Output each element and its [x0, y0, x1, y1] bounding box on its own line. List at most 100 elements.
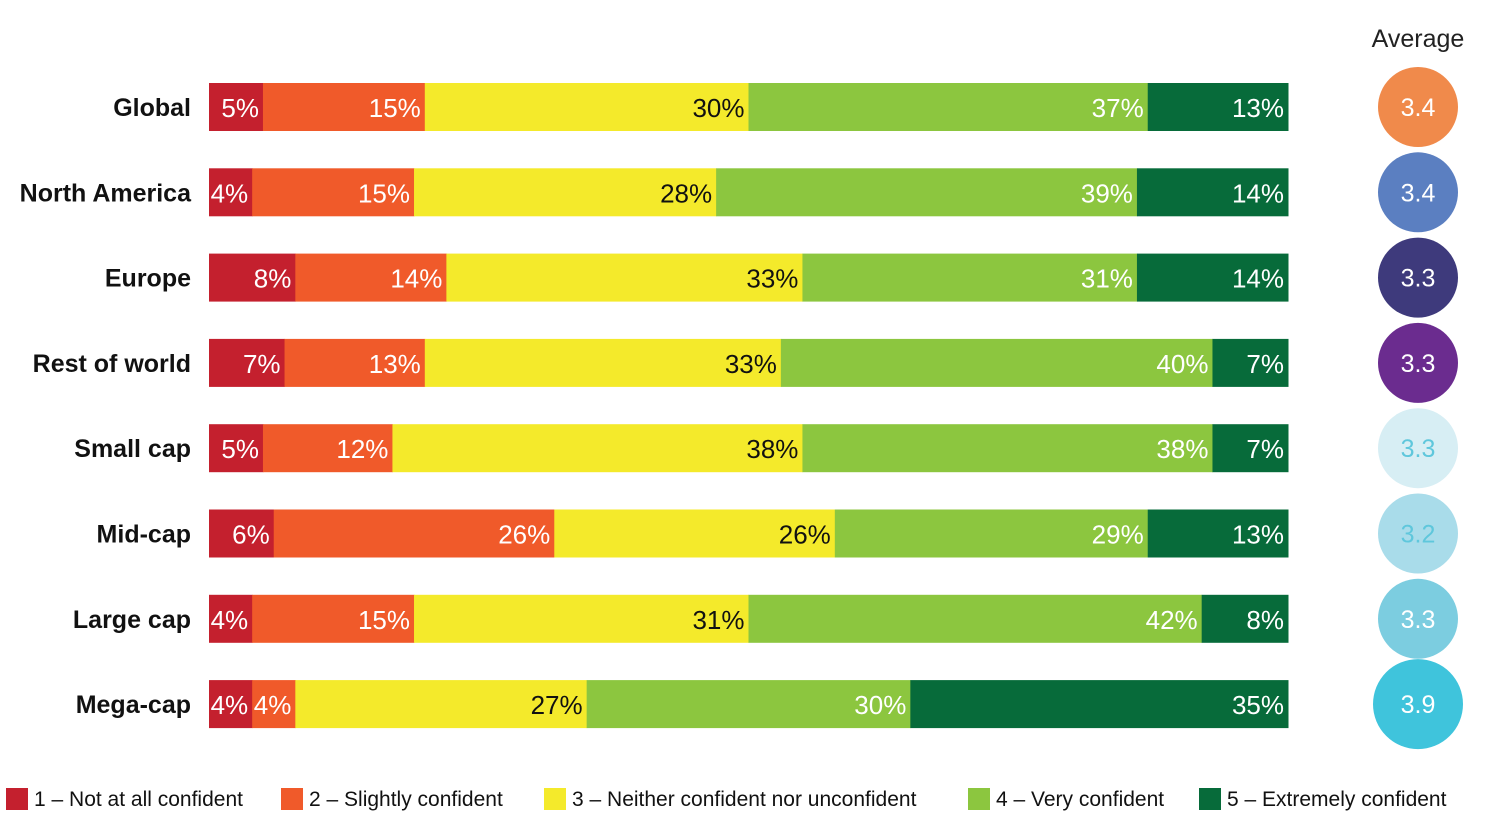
bar-segment — [424, 83, 749, 131]
average-value: 3.4 — [1401, 94, 1436, 122]
legend-item: 1 – Not at all confident — [6, 788, 243, 811]
data-label: 4% — [211, 178, 249, 208]
bar-segment — [252, 594, 415, 643]
data-label: 31% — [1081, 264, 1133, 294]
data-label: 14% — [390, 264, 442, 294]
data-label: 4% — [254, 690, 292, 720]
category-label: North America — [20, 179, 192, 207]
bar-row: Mega-cap 4% 4% 27% 30% 35% — [76, 680, 1289, 729]
bar-segment — [748, 83, 1149, 131]
legend-label: 1 – Not at all confident — [34, 788, 243, 811]
bar-segment — [209, 509, 275, 558]
data-label: 13% — [1232, 520, 1284, 550]
bar-segment — [554, 509, 836, 558]
legend-swatch — [281, 788, 303, 810]
bar-segment — [262, 83, 426, 131]
bar-segment — [295, 680, 588, 729]
legend-label: 3 – Neither confident nor unconfident — [572, 788, 917, 811]
data-label: 33% — [746, 264, 798, 294]
category-label: Mega-cap — [76, 691, 191, 719]
bar-segment — [446, 253, 803, 302]
bar-segment — [209, 424, 264, 473]
bar-segment — [209, 253, 296, 302]
bar-segment — [414, 168, 717, 217]
bar-segment — [284, 338, 426, 387]
bar-segment — [834, 509, 1149, 558]
data-label: 12% — [336, 434, 388, 464]
average-value: 3.2 — [1401, 521, 1436, 549]
legend-label: 4 – Very confident — [996, 788, 1164, 811]
legend-item: 2 – Slightly confident — [281, 788, 503, 811]
bar-segment — [1147, 83, 1289, 131]
data-label: 5% — [221, 93, 259, 123]
bar-segment — [716, 168, 1138, 217]
bar-segment — [802, 424, 1213, 473]
data-label: 35% — [1232, 690, 1284, 720]
data-label: 29% — [1092, 520, 1144, 550]
bar-segment — [209, 83, 264, 131]
bar-row: Small cap 5% 12% 38% 38% 7% — [74, 424, 1289, 473]
data-label: 26% — [779, 520, 831, 550]
bar-segment — [1147, 509, 1289, 558]
average-bubble — [1378, 578, 1458, 659]
bar-segment — [1201, 594, 1289, 643]
average-bubble — [1378, 493, 1458, 574]
bar-segment — [1212, 338, 1289, 387]
data-label: 15% — [358, 605, 410, 635]
bar-row: Rest of world 7% 13% 33% 40% 7% — [33, 338, 1289, 387]
average-value: 3.3 — [1401, 350, 1436, 378]
legend-label: 5 – Extremely confident — [1227, 788, 1447, 811]
bar-row: Large cap 4% 15% 31% 42% 8% — [73, 594, 1289, 643]
bar-segment — [273, 509, 555, 558]
bar-segment — [209, 168, 253, 217]
data-label: 40% — [1156, 349, 1208, 379]
bar-segment — [1136, 168, 1289, 217]
data-label: 31% — [692, 605, 744, 635]
data-label: 38% — [746, 434, 798, 464]
bar-segment — [252, 680, 296, 729]
bar-segment — [1136, 253, 1289, 302]
bar-segment — [414, 594, 749, 643]
data-label: 8% — [254, 264, 292, 294]
bar-segment — [392, 424, 803, 473]
legend-item: 3 – Neither confident nor unconfident — [544, 788, 917, 811]
average-bubble — [1378, 237, 1458, 318]
legend-swatch — [6, 788, 28, 810]
average-bubble — [1378, 322, 1458, 403]
bar-segment — [209, 594, 253, 643]
average-column: 3.4 3.4 3.3 3.3 3.3 3.2 3.3 3.9 — [1373, 67, 1463, 750]
bar-row: Mid-cap 6% 26% 26% 29% 13% — [97, 509, 1289, 558]
data-label: 6% — [232, 520, 270, 550]
bar-segment — [209, 680, 253, 729]
category-label: Rest of world — [33, 350, 191, 378]
bar-segment — [802, 253, 1138, 302]
bar-segment — [748, 594, 1203, 643]
data-label: 30% — [854, 690, 906, 720]
bar-segment — [252, 168, 415, 217]
data-label: 13% — [1232, 93, 1284, 123]
data-label: 42% — [1146, 605, 1198, 635]
data-label: 14% — [1232, 264, 1284, 294]
data-label: 8% — [1246, 605, 1284, 635]
bar-row: North America 4% 15% 28% 39% 14% — [20, 168, 1289, 217]
bar-segment — [910, 680, 1289, 729]
average-value: 3.3 — [1401, 606, 1436, 634]
data-label: 37% — [1092, 93, 1144, 123]
legend-item: 4 – Very confident — [968, 788, 1164, 811]
data-label: 28% — [660, 178, 712, 208]
legend-swatch — [968, 788, 990, 810]
average-value: 3.3 — [1401, 435, 1436, 463]
data-label: 26% — [498, 520, 550, 550]
data-label: 13% — [369, 349, 421, 379]
category-label: Europe — [105, 265, 191, 293]
bar-segment — [424, 338, 782, 387]
category-label: Large cap — [73, 606, 191, 634]
legend-label: 2 – Slightly confident — [309, 788, 503, 811]
average-bubble — [1378, 408, 1458, 489]
data-label: 7% — [1246, 349, 1284, 379]
bar-segment — [780, 338, 1213, 387]
data-label: 15% — [358, 178, 410, 208]
average-column-title: Average — [1372, 25, 1465, 53]
average-value: 3.3 — [1401, 265, 1436, 293]
